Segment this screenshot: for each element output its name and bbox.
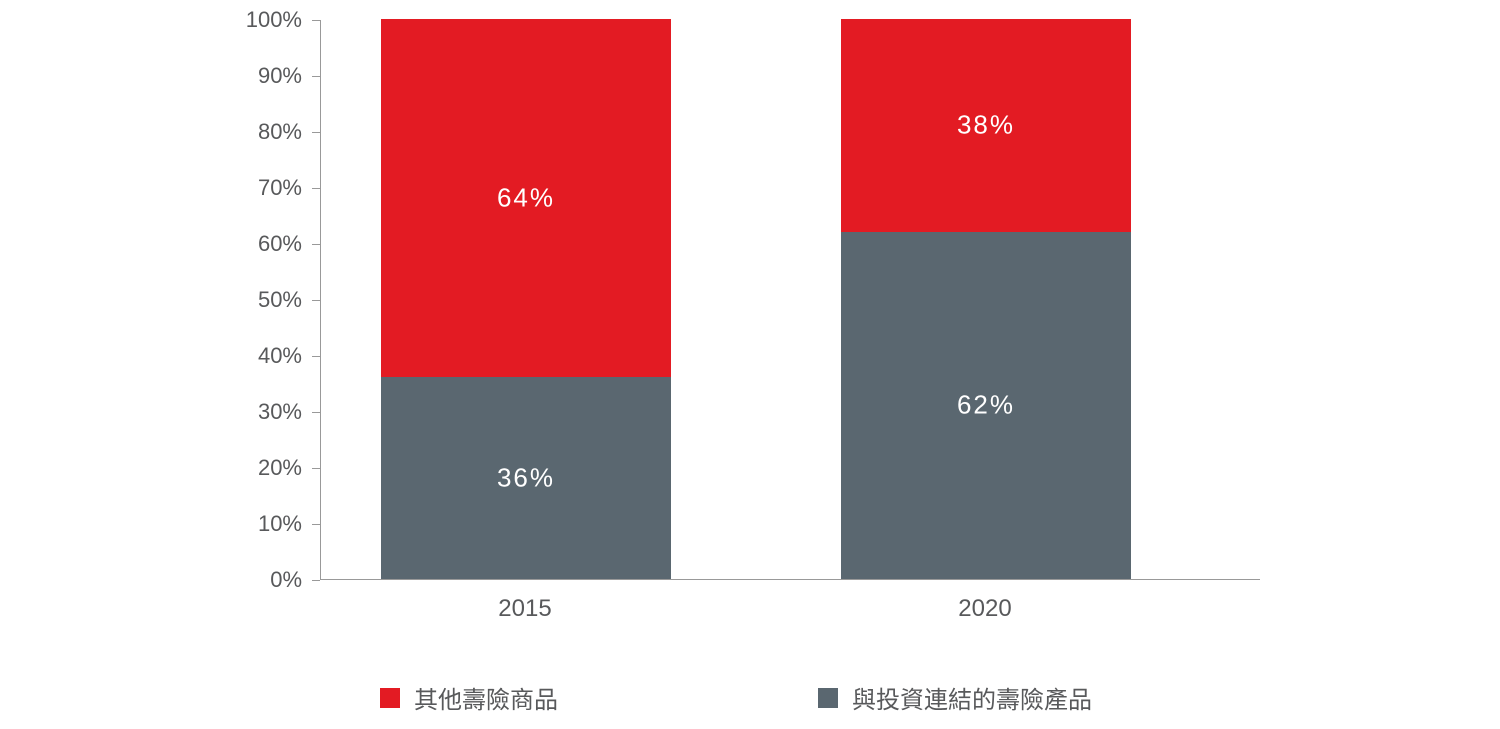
y-tick-label: 20% [200, 455, 320, 481]
y-tick-label: 0% [200, 567, 320, 593]
bar-value-label: 62% [841, 390, 1131, 421]
y-tick-mark [312, 188, 320, 189]
legend-label: 與投資連結的壽險產品 [852, 680, 1092, 715]
y-tick-mark [312, 412, 320, 413]
legend-item-linked: 與投資連結的壽險產品 [818, 680, 1092, 715]
y-tick-mark [312, 76, 320, 77]
y-tick-label: 50% [200, 287, 320, 313]
y-tick-mark [312, 356, 320, 357]
y-tick-mark [312, 468, 320, 469]
bar-value-label: 64% [381, 183, 671, 214]
y-tick-mark [312, 132, 320, 133]
y-tick-label: 90% [200, 63, 320, 89]
bar-value-label: 38% [841, 110, 1131, 141]
bar-2015: 36% 64% [381, 19, 671, 579]
y-tick-mark [312, 20, 320, 21]
y-tick-label: 80% [200, 119, 320, 145]
x-category-label: 2015 [498, 595, 551, 623]
legend-label: 其他壽險商品 [414, 680, 558, 715]
y-tick-label: 40% [200, 343, 320, 369]
bar-segment-other: 38% [841, 19, 1131, 232]
y-tick-mark [312, 300, 320, 301]
legend-swatch [818, 688, 838, 708]
x-category-label: 2020 [958, 595, 1011, 623]
y-tick-mark [312, 244, 320, 245]
bar-value-label: 36% [381, 463, 671, 494]
y-tick-label: 10% [200, 511, 320, 537]
y-tick-mark [312, 580, 320, 581]
bar-segment-other: 64% [381, 19, 671, 377]
legend: 其他壽險商品 與投資連結的壽險產品 [380, 680, 1092, 715]
legend-item-other: 其他壽險商品 [380, 680, 558, 715]
bar-2020: 62% 38% [841, 19, 1131, 579]
legend-swatch [380, 688, 400, 708]
y-tick-label: 60% [200, 231, 320, 257]
stacked-bar-chart: 0% 10% 20% 30% 40% 50% 60% 70% 80% 90% 1… [200, 20, 1260, 620]
y-tick-label: 70% [200, 175, 320, 201]
bar-segment-linked: 62% [841, 232, 1131, 579]
y-tick-label: 30% [200, 399, 320, 425]
plot-area: 36% 64% 62% 38% [320, 20, 1260, 580]
y-tick-mark [312, 524, 320, 525]
bar-segment-linked: 36% [381, 377, 671, 579]
y-tick-label: 100% [200, 7, 320, 33]
